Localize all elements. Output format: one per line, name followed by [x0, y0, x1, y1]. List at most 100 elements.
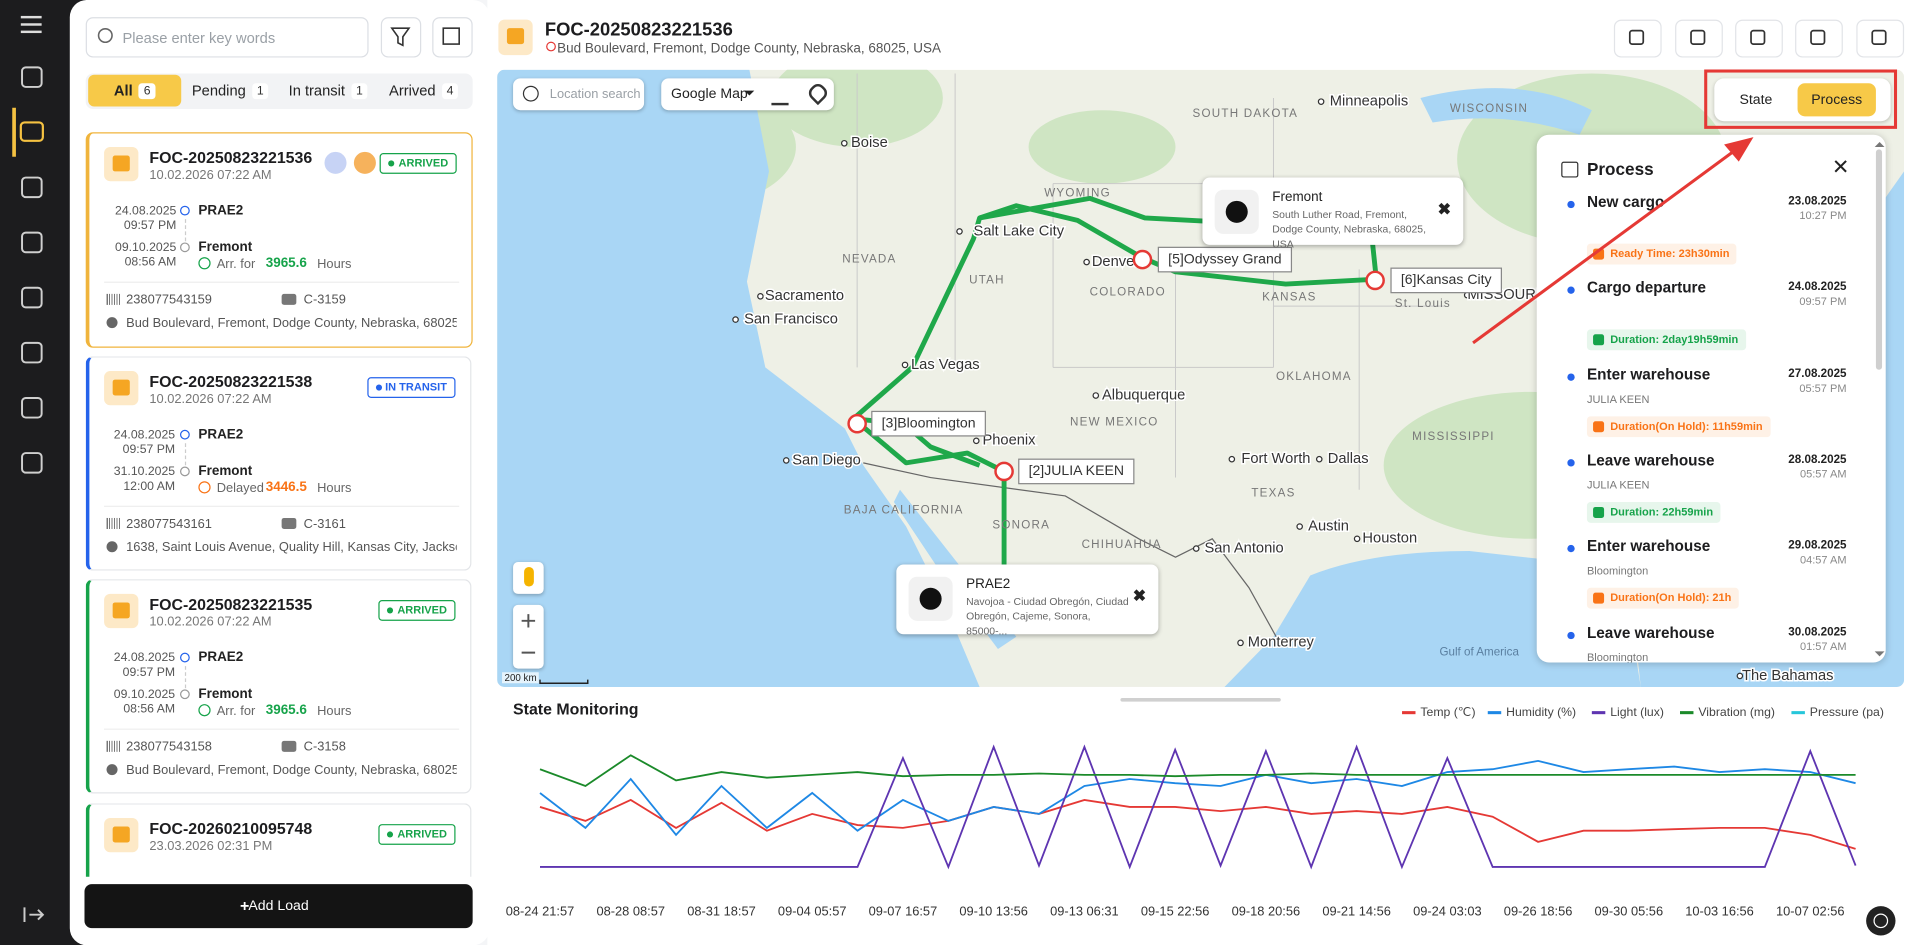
city-dot: [782, 457, 790, 464]
tab-content: Arrived 4: [381, 82, 467, 99]
zoom-in[interactable]: [513, 604, 544, 669]
status-text: Arr. for: [216, 257, 256, 272]
route-action[interactable]: [353, 151, 376, 174]
status-badge: ARRIVED: [378, 824, 456, 845]
map-label: MISSISSIPPI: [1412, 430, 1495, 443]
map-label: UTAH: [969, 273, 1005, 286]
map-label: Albuquerque: [1102, 387, 1185, 403]
map-label: Denver: [1092, 254, 1139, 270]
popup-close[interactable]: ✖: [1132, 586, 1147, 605]
city-dot: [1237, 639, 1244, 647]
map-label: Boise: [851, 135, 888, 151]
duration-icon: [1593, 592, 1605, 604]
export-button[interactable]: [1613, 19, 1662, 58]
nav-icon: [21, 286, 43, 309]
toggle-button[interactable]: State: [1724, 83, 1788, 116]
tab-count: 4: [441, 82, 459, 99]
process-close[interactable]: ✕: [1831, 155, 1850, 179]
to-time: 08:56 AM: [124, 255, 177, 270]
stop-marker: [847, 413, 867, 434]
filter-button[interactable]: [380, 17, 422, 58]
city-dot: [1317, 98, 1325, 105]
stop-marker: [1365, 270, 1385, 291]
load-id: FOC-20260210095748: [149, 819, 313, 838]
event-dot: [1567, 286, 1575, 295]
event-date: 24.08.2025: [1788, 280, 1847, 295]
status-hours: 3446.5: [265, 480, 307, 495]
map-label: NEW MEXICO: [1070, 416, 1158, 429]
tab[interactable]: In transit 1: [282, 75, 375, 107]
event-name: New cargo: [1586, 193, 1665, 211]
tab[interactable]: Arrived 4: [381, 75, 467, 107]
duration-icon: [1593, 334, 1605, 346]
x-tick-label: 09-15 22:56: [1141, 904, 1210, 919]
load-card[interactable]: FOC-20250823221535 10.02.2026 07:22 AM ARR…: [85, 579, 472, 794]
duration-badge: Duration(On Hold): 11h59min: [1586, 415, 1771, 437]
measure-tool[interactable]: [771, 86, 789, 106]
pin-icon: [106, 541, 118, 553]
nav-icon: [21, 66, 43, 88]
edit-button[interactable]: [1735, 19, 1783, 58]
load-card[interactable]: FOC-20250823221538 10.02.2026 07:22 AM IN …: [85, 356, 472, 571]
event-date: 27.08.2025: [1788, 366, 1847, 381]
toggle-button[interactable]: Process: [1797, 83, 1876, 117]
x-tick-label: 08-31 18:57: [687, 904, 756, 919]
map-popup: Fremont South Luther Road, Fremont, Dodge…: [1202, 177, 1464, 250]
to-time: 12:00 AM: [123, 480, 176, 494]
load-card[interactable]: FOC-20250823221536 10.02.2026 07:22 AM ARR…: [85, 132, 473, 348]
popup-icon-dot: [919, 587, 942, 610]
from-date: 24.08.2025: [113, 428, 176, 443]
popup-address: South Luther Road, Fremont, Dodge County…: [1272, 208, 1426, 250]
from-date: 24.08.2025: [115, 204, 177, 218]
duration-icon: [1593, 248, 1605, 260]
legend-label: Vibration (mg): [1698, 705, 1775, 719]
x-tick-label: 09-30 05:56: [1595, 904, 1664, 919]
tab[interactable]: Pending 1: [186, 75, 274, 107]
nav-icon: [21, 452, 43, 474]
city-dot: [1296, 523, 1303, 530]
popup-icon-dot: [1225, 200, 1248, 223]
map-label: Fort Worth: [1241, 451, 1310, 467]
city-dot: [1736, 672, 1744, 680]
event-name: Leave warehouse: [1586, 451, 1715, 469]
nav-icon: [21, 341, 43, 364]
pin-tool[interactable]: [805, 80, 831, 106]
edit-action[interactable]: [324, 151, 347, 174]
map-label: KANSAS: [1262, 291, 1317, 304]
truck-icon: [281, 293, 297, 305]
tab[interactable]: All 6: [88, 74, 182, 107]
stop-marker: [1132, 249, 1153, 270]
close-button[interactable]: [1856, 19, 1905, 58]
add-load-button[interactable]: Add Load +: [84, 884, 473, 929]
event-name: Enter warehouse: [1586, 537, 1711, 555]
duration-badge: Duration: 22h59min: [1586, 501, 1721, 523]
copy-button[interactable]: [1675, 19, 1723, 58]
popup-close[interactable]: ✖: [1437, 199, 1452, 218]
tab-count: 1: [351, 82, 368, 99]
load-card[interactable]: FOC-20260210095748 23.03.2026 02:31 PM ARR…: [85, 803, 472, 877]
map-label: Austin: [1308, 518, 1349, 534]
delete-button[interactable]: [1795, 19, 1843, 58]
scrollbar: [1875, 149, 1883, 370]
location-search[interactable]: Location search: [513, 78, 645, 111]
city-dot: [1353, 535, 1361, 543]
series-line: [540, 744, 1857, 870]
toggle-label: State: [1739, 93, 1773, 108]
event-dot: [1567, 631, 1575, 639]
scan-button[interactable]: [432, 17, 473, 58]
load-created: 10.02.2026 07:22 AM: [149, 391, 272, 407]
tab-count: 1: [251, 82, 269, 99]
timeline: [184, 443, 187, 466]
map-label: Sacramento: [765, 288, 844, 304]
event-time: 05:57 PM: [1799, 381, 1847, 394]
map-label: OKLAHOMA: [1276, 370, 1352, 383]
event-date: 23.08.2025: [1788, 194, 1847, 209]
map-label: BAJA CALIFORNIA: [844, 504, 964, 517]
search-box[interactable]: Please enter key words: [85, 17, 369, 58]
event-dot: [1567, 545, 1575, 553]
status-icon: [198, 704, 211, 717]
city-dot: [1315, 455, 1323, 463]
map-toolbar[interactable]: Google Map: [661, 78, 834, 111]
duration-badge: Duration(On Hold): 21h: [1586, 587, 1739, 609]
